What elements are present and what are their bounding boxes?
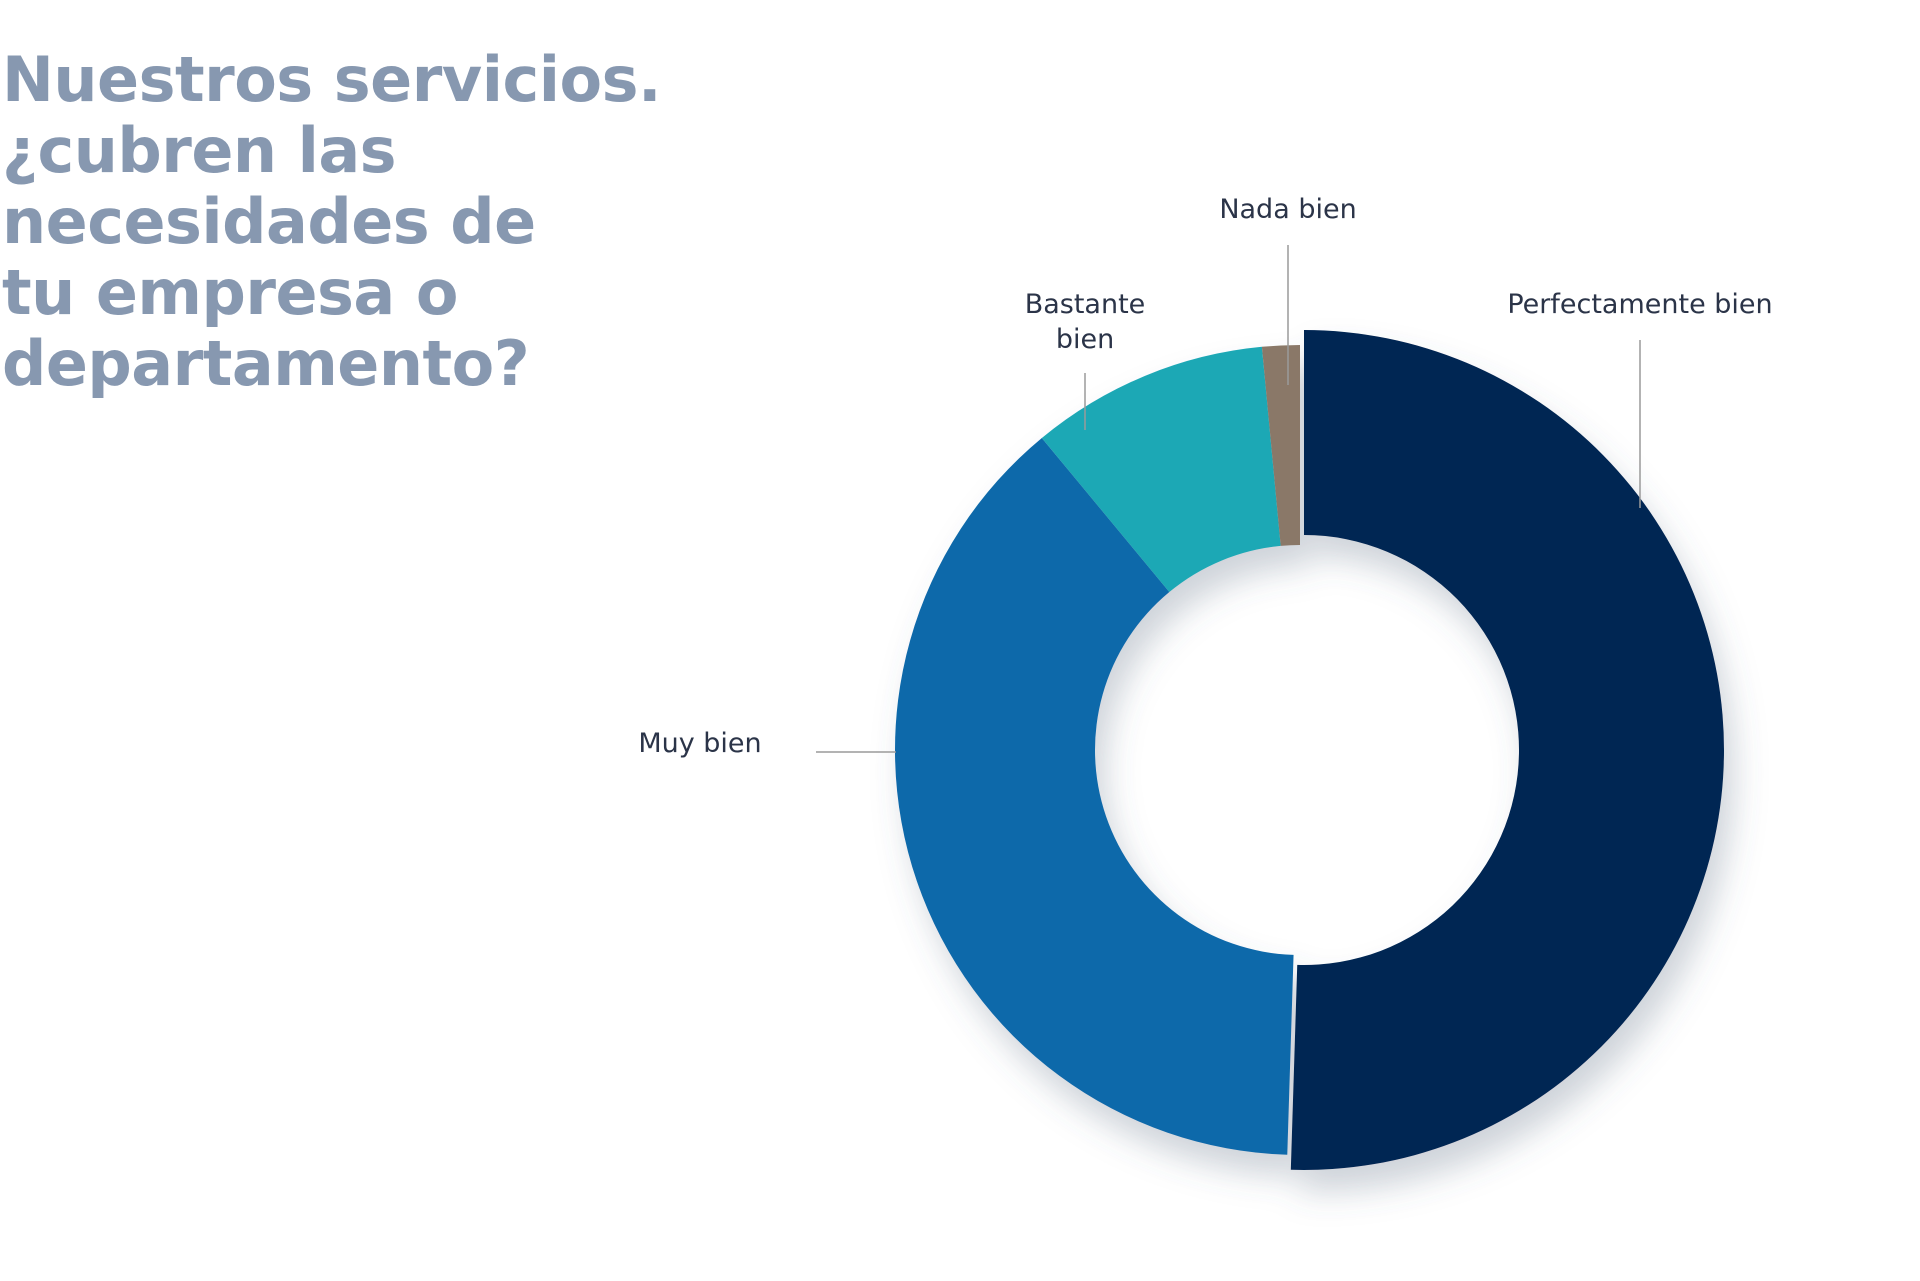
slice-label-line: Nada bien xyxy=(1219,194,1356,225)
slice-label: Muy bien xyxy=(638,728,761,759)
donut-slice-nada-bien xyxy=(1261,345,1300,546)
title-line: departamento? xyxy=(2,327,530,400)
title-line: ¿cubren las xyxy=(2,114,397,187)
donut-slices xyxy=(894,330,1725,1170)
donut-slice-muy-bien xyxy=(894,437,1294,1155)
slice-label: Bastante bien xyxy=(1025,289,1146,355)
slice-label: Perfectamente bien xyxy=(1507,289,1772,320)
slice-label-line: Bastante xyxy=(1025,289,1146,320)
slice-label: Nada bien xyxy=(1219,194,1356,225)
donut-labels: Perfectamente bien Muy bien Bastante bien Na… xyxy=(638,194,1772,759)
page-title: Nuestros servicios. ¿cubren las necesida… xyxy=(2,44,702,399)
donut-slice-perfectamente-bien xyxy=(1290,330,1725,1170)
slice-label-line: Muy bien xyxy=(638,728,761,759)
slice-label-line: Perfectamente bien xyxy=(1507,289,1772,320)
slice-label-line: bien xyxy=(1056,324,1114,355)
donut-slice-bastante-bien xyxy=(1041,346,1281,593)
title-line: tu empresa o xyxy=(2,256,458,329)
title-line: Nuestros servicios. xyxy=(2,43,662,116)
title-line: necesidades de xyxy=(2,185,536,258)
